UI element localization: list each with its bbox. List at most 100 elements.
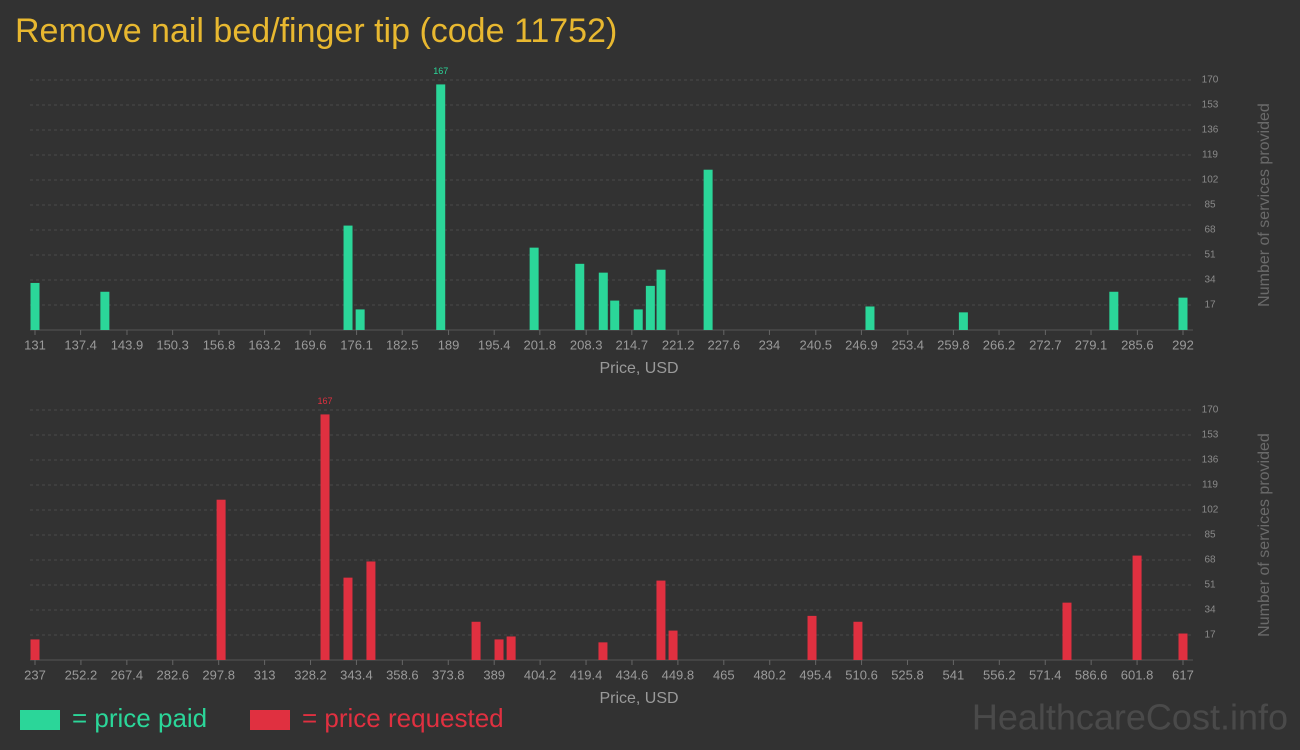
legend-label: = price paid (72, 703, 207, 733)
x-tick-label: 601.8 (1121, 667, 1154, 682)
x-tick-label: 137.4 (64, 337, 97, 352)
x-tick-label: 285.6 (1121, 337, 1154, 352)
x-tick-label: 292 (1172, 337, 1194, 352)
bar (30, 282, 40, 330)
x-tick-label: 313 (254, 667, 276, 682)
bar (1178, 297, 1188, 330)
y-tick-label: 51 (1204, 250, 1216, 261)
watermark: HealthcareCost.info (972, 697, 1288, 738)
x-axis-label: Price, USD (599, 360, 678, 377)
x-tick-label: 556.2 (983, 667, 1016, 682)
y-tick-label: 85 (1204, 530, 1216, 541)
bar (633, 309, 643, 330)
x-tick-label: 419.4 (570, 667, 603, 682)
bar (436, 84, 446, 330)
x-tick-label: 328.2 (294, 667, 327, 682)
bar (1132, 555, 1142, 660)
x-tick-label: 480.2 (753, 667, 786, 682)
x-tick-label: 389 (483, 667, 505, 682)
x-tick-label: 234 (759, 337, 781, 352)
bar (30, 639, 40, 660)
bar (506, 636, 516, 660)
bar (668, 630, 678, 660)
legend-swatch (250, 710, 290, 730)
x-tick-label: 541 (943, 667, 965, 682)
x-tick-label: 237 (24, 667, 46, 682)
y-tick-label: 102 (1202, 505, 1219, 516)
x-tick-label: 195.4 (478, 337, 511, 352)
bar (958, 312, 968, 330)
bar (343, 225, 353, 330)
y-tick-label: 51 (1204, 580, 1216, 591)
bar (1062, 602, 1072, 660)
y-axis-label: Number of services provided (1256, 433, 1273, 637)
x-tick-label: 143.9 (111, 337, 144, 352)
x-tick-label: 571.4 (1029, 667, 1062, 682)
x-tick-label: 214.7 (616, 337, 649, 352)
x-tick-label: 169.6 (294, 337, 327, 352)
y-tick-label: 153 (1202, 100, 1219, 111)
bar (575, 263, 585, 330)
y-tick-label: 153 (1202, 430, 1219, 441)
y-tick-label: 34 (1204, 605, 1216, 616)
x-tick-label: 259.8 (937, 337, 970, 352)
x-tick-label: 182.5 (386, 337, 419, 352)
bar (320, 414, 330, 660)
legend-label: = price requested (302, 703, 504, 733)
x-tick-label: 201.8 (524, 337, 557, 352)
bar (471, 621, 481, 660)
y-tick-label: 17 (1204, 630, 1216, 641)
x-tick-label: 282.6 (156, 667, 189, 682)
x-tick-label: 343.4 (340, 667, 373, 682)
y-axis-label: Number of services provided (1256, 103, 1273, 307)
x-tick-label: 252.2 (65, 667, 98, 682)
bar (645, 285, 655, 330)
y-tick-label: 34 (1204, 275, 1216, 286)
bar (807, 615, 817, 660)
bar (343, 577, 353, 660)
x-tick-label: 373.8 (432, 667, 465, 682)
bar (656, 269, 666, 330)
bar (100, 291, 110, 330)
bar (216, 499, 226, 660)
x-tick-label: 156.8 (203, 337, 236, 352)
x-tick-label: 221.2 (662, 337, 695, 352)
x-tick-label: 586.6 (1075, 667, 1108, 682)
bar (865, 306, 875, 330)
y-tick-label: 68 (1204, 225, 1216, 236)
x-tick-label: 208.3 (570, 337, 603, 352)
x-tick-label: 495.4 (799, 667, 832, 682)
x-tick-label: 253.4 (891, 337, 924, 352)
x-tick-label: 617 (1172, 667, 1194, 682)
y-tick-label: 170 (1202, 75, 1219, 86)
bar (494, 639, 504, 660)
bar (1109, 291, 1119, 330)
y-tick-label: 68 (1204, 555, 1216, 566)
x-tick-label: 163.2 (248, 337, 281, 352)
x-tick-label: 176.1 (340, 337, 373, 352)
y-tick-label: 85 (1204, 200, 1216, 211)
bar (610, 300, 620, 330)
bar (656, 580, 666, 660)
y-tick-label: 119 (1202, 480, 1218, 491)
x-tick-label: 525.8 (891, 667, 924, 682)
legend-swatch (20, 710, 60, 730)
x-tick-label: 449.8 (662, 667, 695, 682)
y-tick-label: 170 (1202, 405, 1219, 416)
bar (529, 247, 539, 330)
x-tick-label: 227.6 (708, 337, 741, 352)
y-tick-label: 17 (1204, 300, 1216, 311)
x-axis-label: Price, USD (599, 690, 678, 707)
x-tick-label: 189 (438, 337, 460, 352)
bar (853, 621, 863, 660)
chart-title: Remove nail bed/finger tip (code 11752) (15, 12, 617, 50)
x-tick-label: 358.6 (386, 667, 419, 682)
data-label: 167 (318, 396, 333, 406)
bar (1178, 633, 1188, 660)
bar (366, 561, 376, 660)
bar (703, 169, 713, 330)
x-tick-label: 404.2 (524, 667, 557, 682)
y-tick-label: 119 (1202, 150, 1218, 161)
